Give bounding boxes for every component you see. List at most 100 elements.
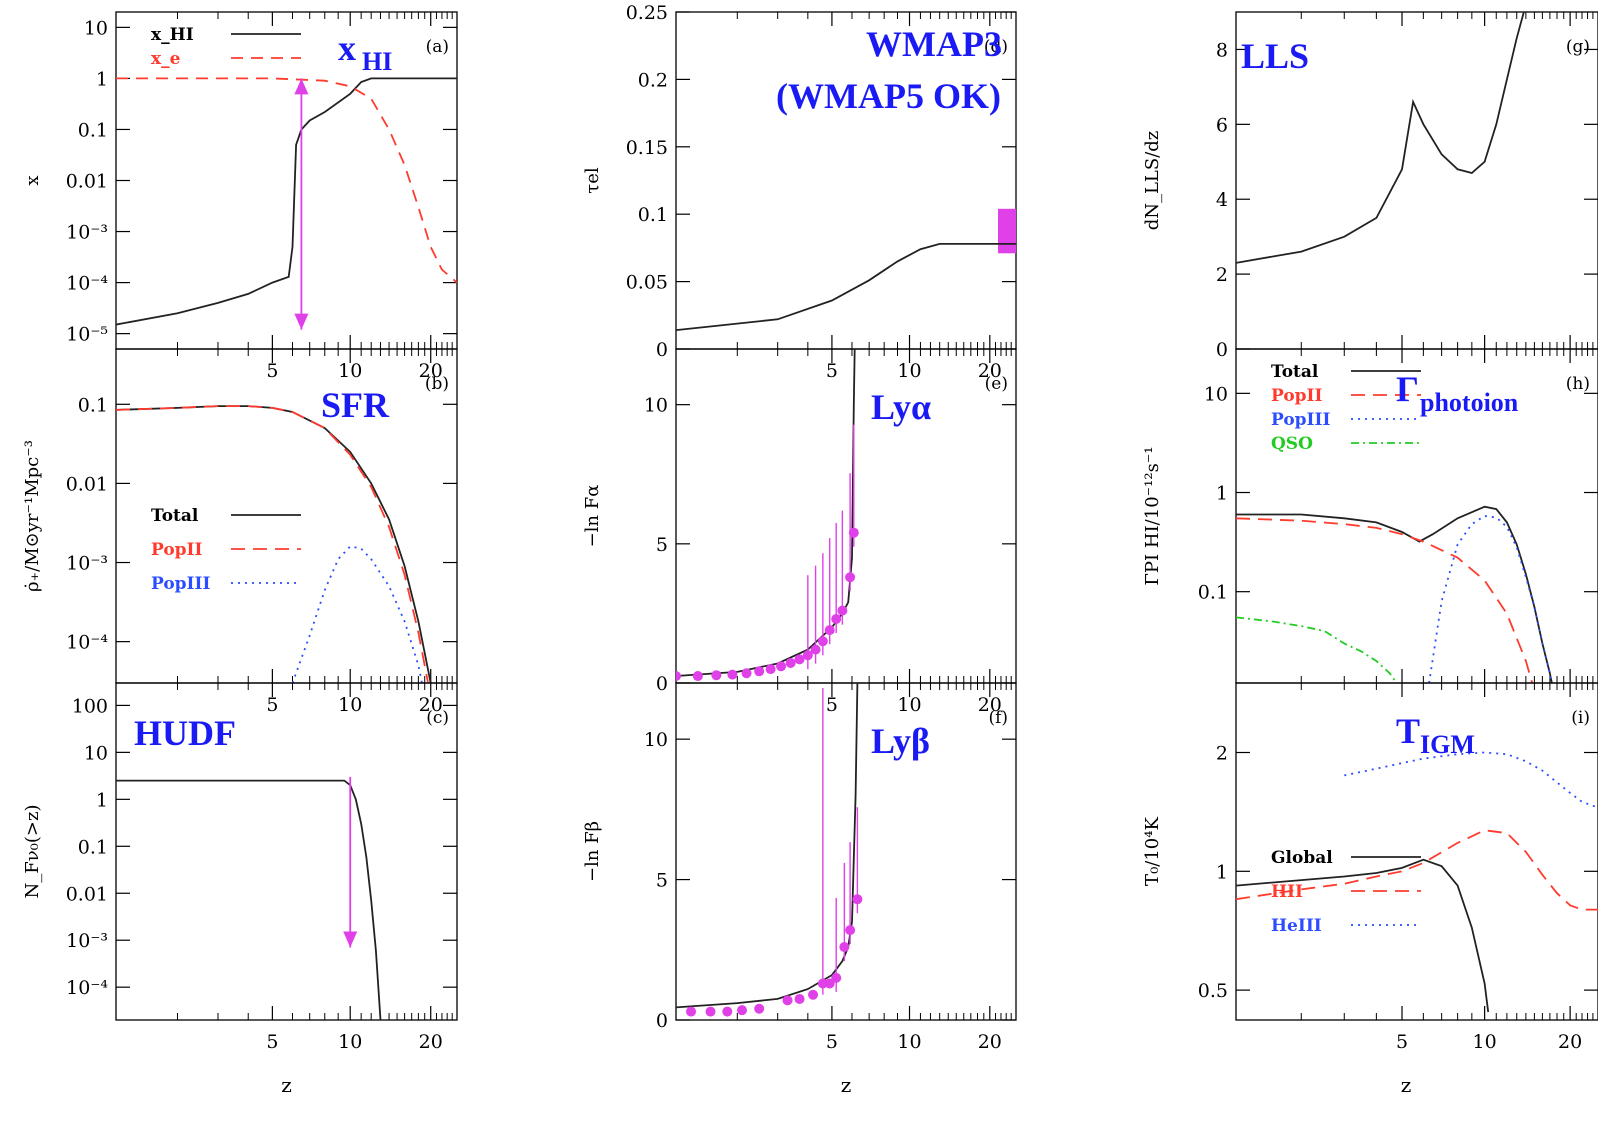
series-line-total [116,405,432,683]
data-point [711,670,722,681]
series-line-total [1236,505,1553,683]
series-line-model [116,779,382,1020]
tau-constraint-band [998,208,1016,254]
panel-frame [675,348,1017,684]
panel-big-label: Lyβ [871,721,930,761]
panel-big-label-sub: HI [362,47,392,76]
panel-f: 5 10 20 10 5 0 −ln Fβ (f) Lyβ [582,682,1017,1053]
series-line-x-hi [116,77,457,326]
panel-g: 8 6 4 2 0 dN_LLS/dz (g) LLS [1142,11,1598,361]
panel-big-label: LLS [1241,36,1309,76]
legend-label: PopIII [1271,410,1330,430]
panel-big-label: x [338,28,356,68]
panel-b: 5 10 20 0.1 0.01 10⁻³ 10⁻⁴ ρ̇₊/M⊙yr⁻¹Mpc⁻³ (b) To… [22,348,458,716]
panel-frame [115,682,458,1021]
y-tick-label: 1 [96,789,108,811]
y-tick-label: 0.1 [638,204,668,226]
plot-area [676,683,863,1017]
data-point [676,671,681,682]
data-point [794,654,805,665]
y-tick-label: 0.2 [638,69,668,91]
x-tick-label: 20 [978,360,1002,382]
panel-big-label-sub: photoion [1420,388,1519,417]
data-point [808,989,819,1000]
data-point [817,636,828,647]
x-tick-label: 20 [978,1031,1002,1053]
x-tick-label: 5 [266,694,278,716]
y-tick-label: 0.25 [626,2,668,24]
y-tick-label: 0 [656,673,668,695]
legend-label: PopII [151,540,203,560]
y-tick-label: 10⁻⁴ [66,632,108,654]
series-line-x-e [116,77,457,284]
y-tick-label: 0.05 [626,272,668,294]
y-tick-label: 10 [84,742,108,764]
y-axis-label: T₀/10⁴K [1142,817,1163,886]
y-tick-label: 10⁻⁵ [66,324,108,346]
x-tick-label: 5 [1396,1031,1408,1053]
y-tick-label: 0 [1216,339,1228,361]
limit-arrow-head [343,931,358,948]
x-tick-label: 10 [338,694,362,716]
panel-label: (c) [426,708,449,728]
series-line-tau-el [676,243,1016,331]
x-tick-label: 5 [826,1031,838,1053]
panel-e: 5 10 20 10 5 0 −ln Fα (e) Lyα [582,348,1017,716]
panel-h: 10 1 0.1 ΓPI HI/10⁻¹²s⁻¹ (h) Total PopII PopIII… [1142,348,1598,684]
limit-arrow-head [294,78,309,95]
legend-label: QSO [1271,434,1313,454]
series-line-popiii [1428,515,1553,683]
x-tick-label: 20 [419,1031,443,1053]
series-line-heiii [1344,751,1598,809]
y-tick-label: 100 [72,695,108,717]
y-tick-label: 10⁻⁴ [66,273,108,295]
panel-big-label-2: (WMAP5 OK) [776,76,1001,116]
series-line-popii [116,405,429,683]
panel-big-label: T [1396,711,1420,751]
data-point [794,993,805,1004]
y-axis-label: ΓPI HI/10⁻¹²s⁻¹ [1142,446,1163,585]
x-tick-label: 20 [419,360,443,382]
data-point [845,572,856,583]
data-point [686,1006,697,1017]
y-tick-label: 0.1 [78,836,108,858]
x-axis-label: z [841,1073,852,1097]
x-tick-label: 5 [266,360,278,382]
series-line-qso [1236,616,1398,683]
panel-label: (i) [1571,708,1590,728]
data-point [722,1006,733,1017]
legend-label: HII [1271,882,1303,902]
y-tick-label: 0.01 [66,473,108,495]
limit-arrow-head [294,313,309,330]
x-tick-label: 5 [826,360,838,382]
y-axis-label: −ln Fβ [582,821,603,882]
data-point [737,1005,748,1016]
y-tick-label: 10⁻³ [66,222,108,244]
data-point [765,664,776,675]
y-tick-label: 1 [1216,483,1228,505]
panel-label: (d) [984,37,1008,57]
panel-label: (b) [425,374,449,394]
y-tick-label: 4 [1216,189,1228,211]
data-point [754,666,765,677]
panel-label: (a) [426,37,449,57]
panel-big-label: WMAP3 [866,24,1002,64]
y-tick-label: 6 [1216,114,1228,136]
y-axis-label: ρ̇₊/M⊙yr⁻¹Mpc⁻³ [22,440,43,592]
legend-label: PopIII [151,574,210,594]
legend-label: x_HI [151,25,194,45]
y-tick-label: 0.1 [78,394,108,416]
y-tick-label: 0.5 [1198,980,1228,1002]
data-point [741,668,752,679]
data-point [776,661,787,672]
x-tick-label: 10 [1473,1031,1497,1053]
panel-big-label: Γ [1396,369,1419,409]
x-tick-label: 5 [266,1031,278,1053]
y-tick-label: 10⁻³ [66,930,108,952]
x-tick-label: 10 [338,360,362,382]
plot-area [116,405,432,683]
y-tick-label: 0 [656,1010,668,1032]
x-tick-label: 5 [826,694,838,716]
data-point [824,978,835,989]
